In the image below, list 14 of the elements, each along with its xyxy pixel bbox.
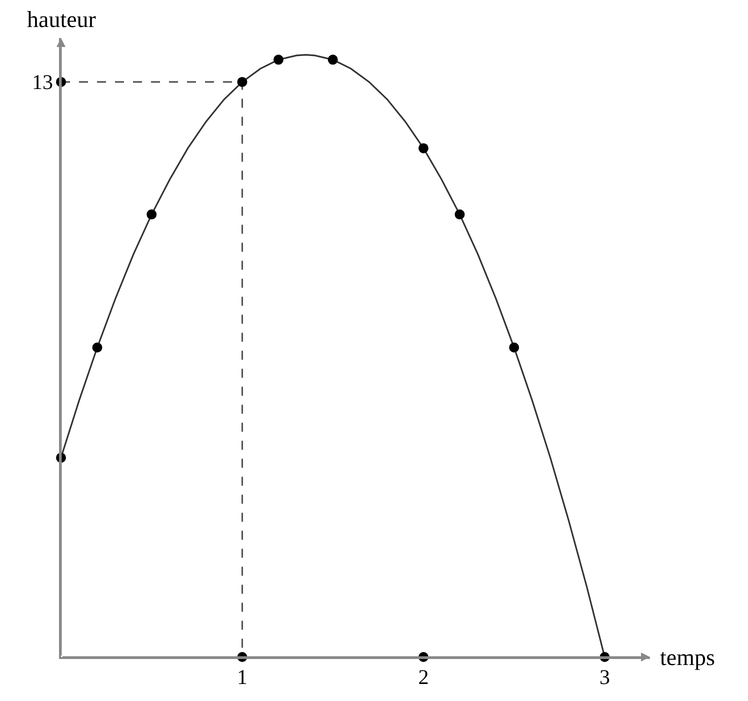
x-tick-label: 2 — [418, 664, 429, 689]
point — [237, 76, 248, 87]
x-axis-title: temps — [660, 645, 715, 670]
x-tick-label: 1 — [236, 664, 248, 689]
point — [273, 54, 284, 65]
x-tick-label: 3 — [599, 664, 610, 689]
point — [92, 342, 102, 352]
point — [454, 209, 465, 220]
y-axis-title: hauteur — [27, 7, 96, 32]
point — [146, 209, 157, 220]
point — [509, 342, 520, 352]
point — [328, 54, 338, 65]
annotation: 13 — [32, 70, 53, 94]
point — [418, 143, 428, 154]
